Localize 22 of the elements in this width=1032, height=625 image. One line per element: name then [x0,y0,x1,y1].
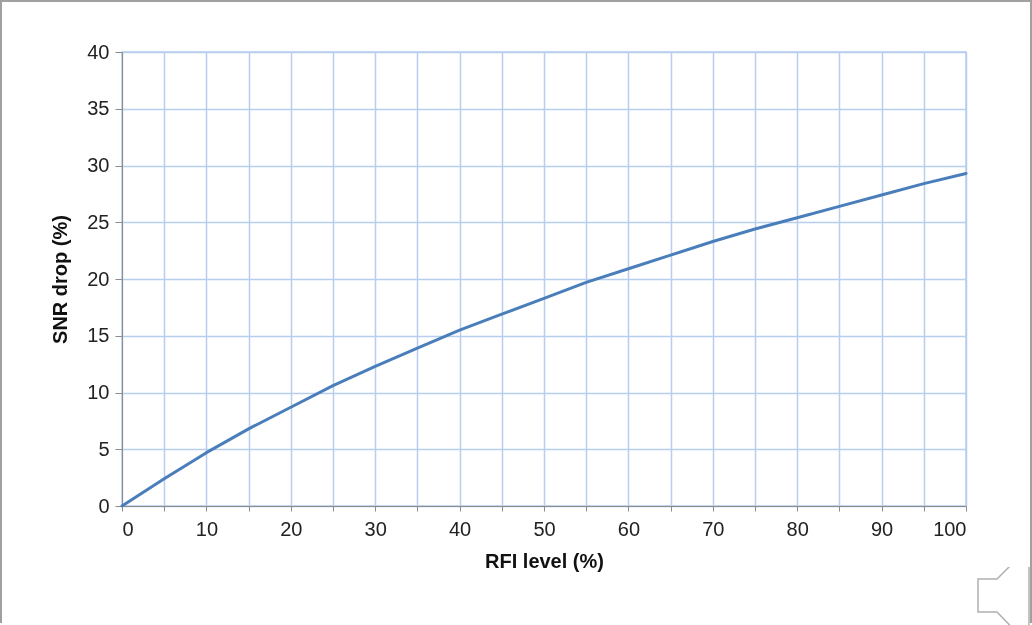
x-tick-label: 20 [280,517,303,540]
x-tick-label: 10 [195,517,219,540]
x-tick-label: 50 [533,517,556,540]
x-tick-label: 60 [617,517,641,540]
x-tick-label: 100 [933,517,967,540]
y-tick-label: 0 [98,494,110,517]
y-tick-label: 20 [87,267,110,290]
x-tick-label: 40 [448,517,472,540]
x-tick-label: 0 [122,517,134,540]
x-tick-label: 80 [786,517,809,540]
y-tick-label: 25 [87,210,110,233]
y-tick-label: 30 [87,154,110,176]
x-axis-title: RFI level (%) [485,549,604,572]
y-tick-label: 40 [87,40,110,63]
y-axis-title: SNR drop (%) [49,215,72,344]
x-tick-label: 30 [364,517,387,540]
y-tick-label: 35 [87,97,110,120]
y-tick-label: 5 [98,437,110,460]
y-tick-label: 15 [87,324,110,347]
x-tick-label: 70 [702,517,725,540]
y-tick-label: 10 [87,381,110,403]
x-tick-label: 90 [870,517,894,540]
